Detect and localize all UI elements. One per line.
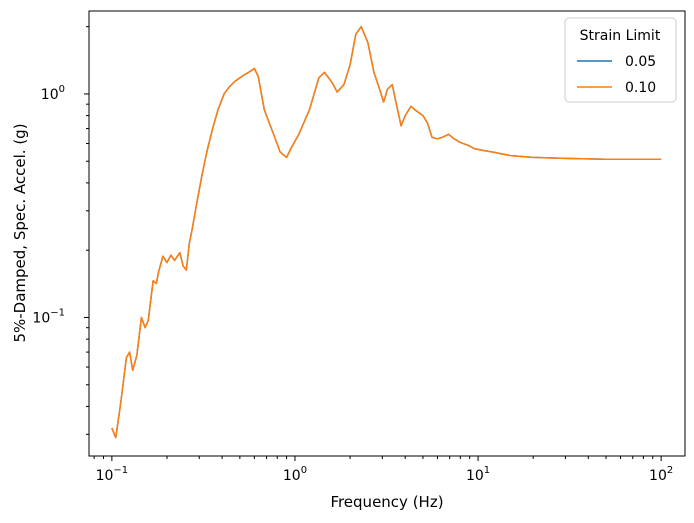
legend-title: Strain Limit (580, 28, 661, 44)
x-axis-label: Frequency (Hz) (330, 493, 443, 511)
y-tick-label: 10−1 (32, 307, 65, 326)
legend-box (564, 17, 677, 103)
legend: Strain Limit 0.05 0.10 (564, 17, 677, 103)
legend-label-series-0: 0.05 (625, 54, 656, 70)
legend-label-series-1: 0.10 (625, 80, 656, 96)
series-line-1 (111, 25, 662, 439)
plot-frame (88, 10, 686, 457)
y-axis-label: 5%-Damped, Spec. Accel. (g) (11, 123, 29, 342)
x-tick-label: 10−1 (96, 465, 129, 484)
y-axis-ticks: 10−1 100 (32, 26, 89, 435)
x-tick-label: 102 (649, 465, 673, 484)
x-axis-ticks: 10−1 100 101 102 (93, 456, 673, 484)
series-layer (111, 25, 662, 439)
y-tick-label: 100 (41, 84, 65, 103)
x-tick-label: 100 (283, 465, 307, 484)
x-tick-label: 101 (466, 465, 490, 484)
